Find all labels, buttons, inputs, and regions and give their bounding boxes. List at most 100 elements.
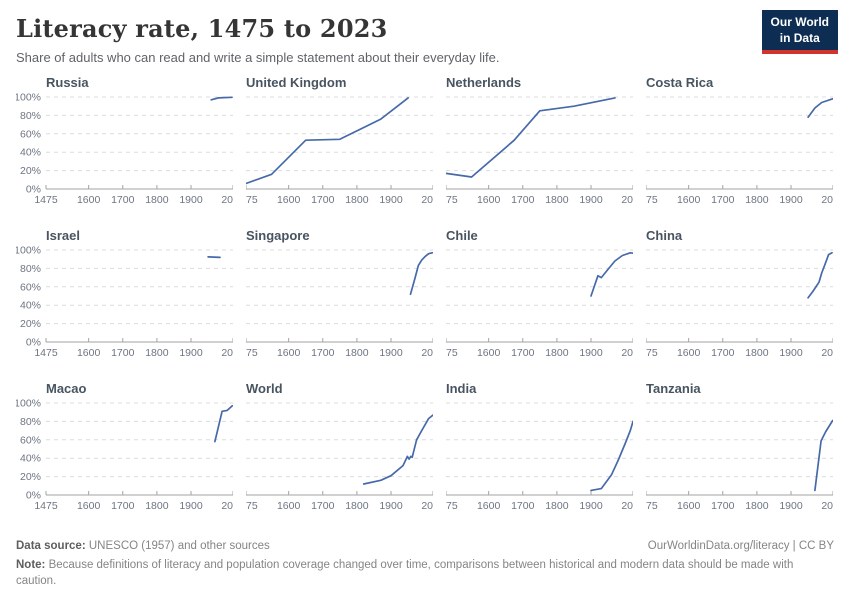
literacy-line — [445, 97, 616, 178]
literacy-line — [362, 414, 434, 485]
owid-logo[interactable]: Our World in Data — [761, 10, 838, 55]
note-text: Because definitions of literacy and popu… — [16, 558, 794, 588]
note-label: Note: — [16, 558, 46, 571]
literacy-line — [409, 251, 434, 296]
x-tick-label: 1600 — [277, 194, 301, 206]
x-tick-label: 1700 — [711, 347, 735, 359]
x-tick-label: 2023 — [621, 500, 633, 512]
owid-logo-line1: Our World — [770, 15, 829, 29]
panel-netherlands: Netherlands 1475 1600 1700 1800 1900 2023 — [434, 75, 645, 215]
literacy-line — [590, 251, 634, 297]
page-title: Literacy rate, 1475 to 2023 — [16, 14, 388, 43]
chart-footer: Data source: UNESCO (1957) and other sou… — [0, 534, 850, 590]
y-tick-label: 20% — [20, 318, 41, 330]
data-source-text: UNESCO (1957) and other sources — [85, 540, 270, 552]
x-tick-label: 2023 — [221, 500, 233, 512]
x-tick-label: 2023 — [221, 194, 233, 206]
y-tick-label: 100% — [16, 92, 41, 104]
y-tick-label: 40% — [20, 300, 41, 312]
x-tick-label: 1475 — [34, 500, 58, 512]
panel-title: China — [646, 228, 683, 243]
x-tick-label: 1600 — [477, 194, 501, 206]
chart-header: Literacy rate, 1475 to 2023 Share of adu… — [0, 0, 850, 65]
x-tick-label: 1700 — [511, 194, 535, 206]
x-tick-label: 1700 — [111, 194, 135, 206]
x-tick-label: 1475 — [446, 194, 458, 206]
y-tick-label: 100% — [16, 398, 41, 410]
x-tick-label: 1700 — [511, 347, 535, 359]
x-tick-label: 1475 — [446, 500, 458, 512]
x-tick-label: 1800 — [345, 347, 369, 359]
x-tick-label: 1900 — [779, 347, 803, 359]
x-tick-label: 1900 — [579, 194, 603, 206]
panel-chile: Chile 1475 1600 1700 1800 1900 2023 — [434, 228, 645, 368]
x-tick-label: 1600 — [677, 194, 701, 206]
y-tick-label: 0% — [26, 184, 41, 196]
panel-costa-rica: Costa Rica 1475 1600 1700 1800 1900 2023 — [634, 75, 845, 215]
footer-row: Data source: UNESCO (1957) and other sou… — [16, 538, 834, 555]
x-tick-label: 1475 — [34, 347, 58, 359]
panel-russia: Russia 1475 1600 1700 1800 1900 2023 0% 20% 40% 60… — [14, 75, 245, 215]
x-tick-label: 1700 — [311, 194, 335, 206]
x-tick-label: 1800 — [145, 500, 169, 512]
x-tick-label: 1475 — [34, 194, 58, 206]
panel-title: World — [246, 381, 283, 396]
x-tick-label: 1600 — [277, 500, 301, 512]
x-tick-label: 1475 — [646, 500, 658, 512]
x-tick-label: 1900 — [379, 347, 403, 359]
x-tick-label: 1900 — [379, 194, 403, 206]
y-tick-label: 40% — [20, 453, 41, 465]
panel-title: Costa Rica — [646, 75, 714, 90]
x-tick-label: 1700 — [311, 347, 335, 359]
y-tick-label: 60% — [20, 434, 41, 446]
panel-singapore: Singapore 1475 1600 1700 1800 1900 2023 — [234, 228, 445, 368]
x-tick-label: 1600 — [77, 500, 101, 512]
x-tick-label: 2023 — [421, 347, 433, 359]
y-tick-label: 80% — [20, 263, 41, 275]
x-tick-label: 1800 — [345, 194, 369, 206]
x-tick-label: 1600 — [477, 347, 501, 359]
x-tick-label: 1475 — [646, 347, 658, 359]
x-tick-label: 1800 — [745, 194, 769, 206]
x-tick-label: 1475 — [646, 194, 658, 206]
x-tick-label: 1600 — [277, 347, 301, 359]
x-tick-label: 1600 — [77, 347, 101, 359]
panel-title: Chile — [446, 228, 478, 243]
x-tick-label: 1475 — [246, 194, 258, 206]
y-tick-label: 0% — [26, 337, 41, 349]
panel-tanzania: Tanzania 1475 1600 1700 1800 1900 2023 — [634, 381, 845, 521]
x-tick-label: 1600 — [77, 194, 101, 206]
literacy-line — [210, 96, 233, 101]
literacy-line — [590, 420, 634, 492]
data-source: Data source: UNESCO (1957) and other sou… — [16, 538, 270, 555]
x-tick-label: 2023 — [621, 194, 633, 206]
x-tick-label: 2023 — [821, 194, 833, 206]
x-tick-label: 1700 — [311, 500, 335, 512]
credit-link[interactable]: OurWorldinData.org/literacy | CC BY — [647, 540, 834, 552]
footer-note: Note: Because definitions of literacy an… — [16, 557, 834, 590]
panel-world: World 1475 1600 1700 1800 1900 2023 — [234, 381, 445, 521]
y-tick-label: 80% — [20, 416, 41, 428]
panel-plot: 1475 1600 1700 1800 1900 2023 0% 20% 40% 60% 80% 10… — [14, 398, 245, 513]
x-tick-label: 1800 — [545, 194, 569, 206]
literacy-line — [214, 404, 234, 443]
literacy-line — [814, 419, 834, 492]
x-tick-label: 1800 — [145, 347, 169, 359]
y-tick-label: 100% — [16, 245, 41, 257]
panel-china: China 1475 1600 1700 1800 1900 2023 — [634, 228, 845, 368]
x-tick-label: 1700 — [711, 500, 735, 512]
owid-logo-line2: in Data — [779, 30, 820, 45]
x-tick-label: 1475 — [446, 347, 458, 359]
panel-title: Netherlands — [446, 75, 522, 90]
x-tick-label: 2023 — [421, 500, 433, 512]
panel-plot: 1475 1600 1700 1800 1900 2023 — [234, 249, 445, 359]
literacy-line — [245, 97, 409, 185]
panel-israel: Israel 1475 1600 1700 1800 1900 2023 0% 20% 40% 60… — [14, 228, 245, 368]
x-tick-label: 2023 — [821, 347, 833, 359]
literacy-line — [807, 97, 834, 119]
data-source-label: Data source: — [16, 540, 86, 552]
x-tick-label: 1900 — [779, 500, 803, 512]
x-tick-label: 1700 — [111, 347, 135, 359]
panel-plot: 1475 1600 1700 1800 1900 2023 — [634, 402, 845, 512]
